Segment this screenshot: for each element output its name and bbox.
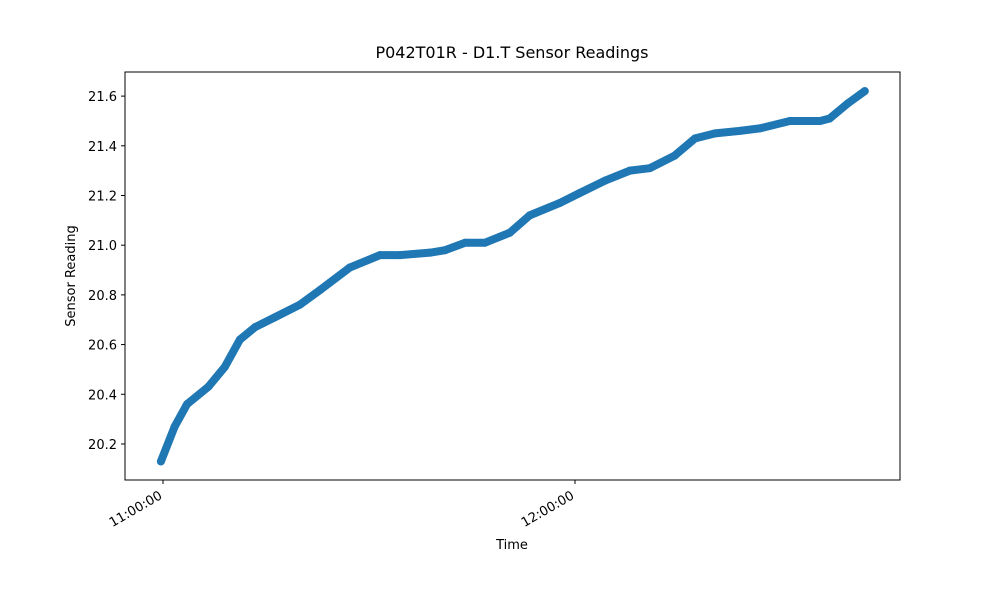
data-point [251,323,260,332]
data-point [395,251,404,260]
data-point [670,151,679,160]
data-point [426,248,435,257]
data-point [183,400,192,409]
data-point [691,134,700,143]
data-point [555,198,564,207]
data-point [825,114,834,123]
y-tick-label: 20.4 [88,388,117,403]
data-point [525,211,534,220]
data-point [156,457,165,466]
data-point [711,129,720,138]
data-point [295,300,304,309]
y-axis-label: Sensor Reading [64,225,79,326]
chart-title: P042T01R - D1.T Sensor Readings [375,43,648,62]
data-point [755,124,764,133]
data-point [345,263,354,272]
y-tick-label: 21.2 [88,189,117,204]
data-point [170,422,179,431]
data-point [220,362,229,371]
data-point [235,335,244,344]
data-point [575,189,584,198]
data-point [441,246,450,255]
data-point [316,285,325,294]
y-tick-label: 21.0 [88,239,117,254]
x-axis-label: Time [495,538,528,553]
data-point [860,87,869,96]
data-point [375,251,384,260]
data-point [625,166,634,175]
data-point [645,164,654,173]
y-tick-label: 21.6 [88,90,117,105]
data-line [156,87,869,466]
y-tick-label: 20.2 [88,438,117,453]
data-point [816,116,825,125]
data-point [461,238,470,247]
data-point [481,238,490,247]
data-point [505,228,514,237]
data-point [204,382,213,391]
y-tick-label: 20.6 [88,339,117,354]
data-point [735,126,744,135]
data-point [785,116,794,125]
data-point [843,99,852,108]
data-point [270,313,279,322]
y-tick-label: 21.4 [88,140,117,155]
plot-frame [124,71,901,481]
y-tick-label: 20.8 [88,289,117,304]
data-point [601,176,610,185]
